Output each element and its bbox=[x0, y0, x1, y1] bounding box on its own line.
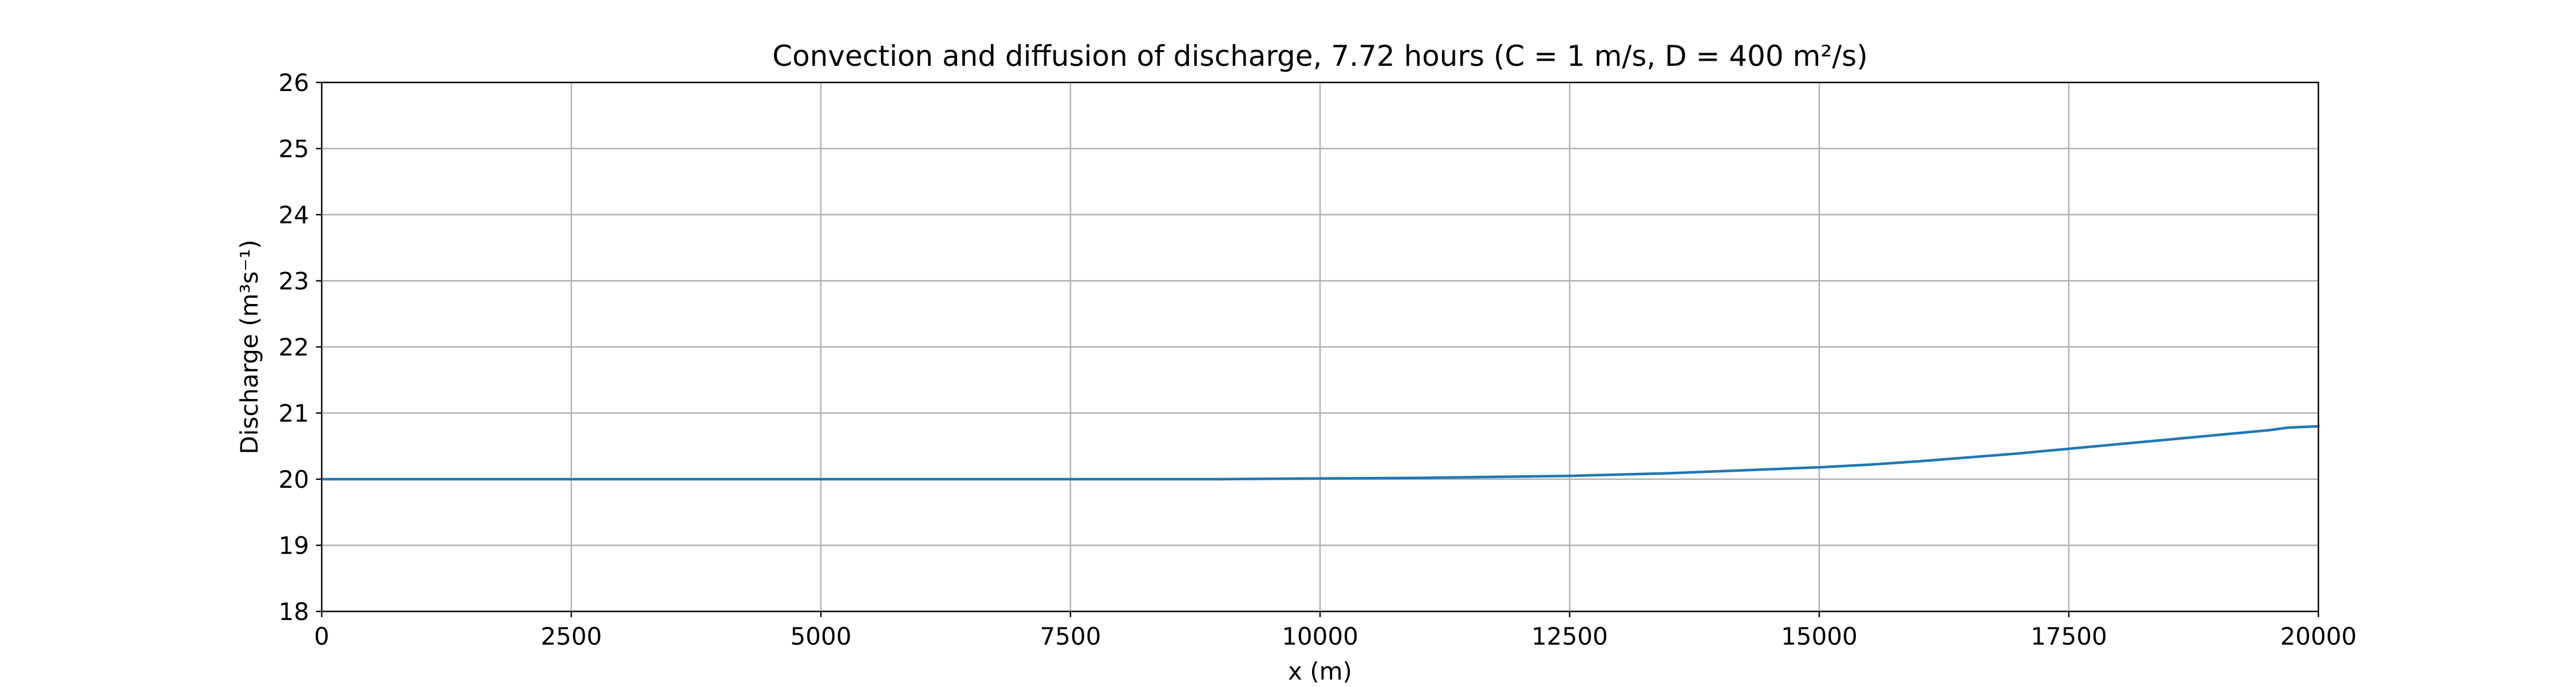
y-tick-label: 20 bbox=[279, 465, 309, 493]
x-tick-label: 17500 bbox=[2030, 622, 2107, 650]
chart-title: Convection and diffusion of discharge, 7… bbox=[772, 40, 1868, 73]
x-tick-label: 7500 bbox=[1040, 622, 1101, 650]
grid bbox=[321, 81, 2320, 613]
tick-labels: 0 2500 5000 7500 10000 12500 15000 17500 20000 18… bbox=[279, 69, 2357, 650]
y-tick-label: 25 bbox=[279, 135, 309, 163]
x-tick-label: 10000 bbox=[1282, 622, 1358, 650]
plot-frame bbox=[321, 81, 2320, 613]
x-axis-label: x (m) bbox=[1288, 657, 1352, 685]
x-tick-label: 5000 bbox=[791, 622, 852, 650]
y-tick-label: 24 bbox=[279, 201, 309, 229]
x-tick-label: 2500 bbox=[541, 622, 602, 650]
series-line-discharge bbox=[320, 425, 2320, 481]
x-tick-label: 12500 bbox=[1531, 622, 1608, 650]
y-tick-label: 22 bbox=[279, 333, 309, 361]
y-tick-label: 26 bbox=[279, 69, 309, 97]
ticks bbox=[316, 81, 2320, 617]
x-tick-label: 15000 bbox=[1781, 622, 1858, 650]
x-tick-label: 20000 bbox=[2280, 622, 2357, 650]
y-tick-label: 21 bbox=[279, 400, 309, 428]
y-tick-label: 23 bbox=[279, 267, 309, 295]
x-tick-label: 0 bbox=[314, 622, 330, 650]
y-axis-label: Discharge (m³s⁻¹) bbox=[235, 239, 263, 454]
y-tick-label: 18 bbox=[279, 598, 309, 626]
y-tick-label: 19 bbox=[279, 532, 309, 560]
